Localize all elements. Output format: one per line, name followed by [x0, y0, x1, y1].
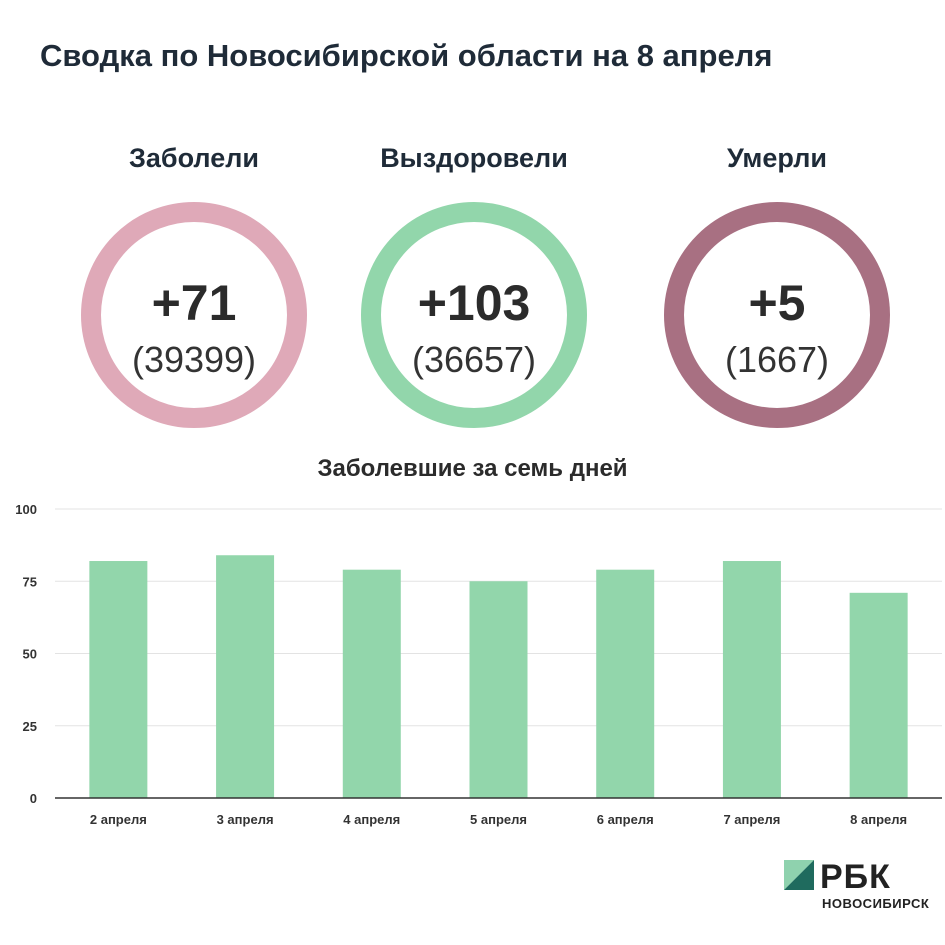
stat-deaths-total: (1667): [724, 339, 830, 380]
x-tick-label: 3 апреля: [217, 812, 274, 827]
stat-cases: Заболели +71 (39399): [59, 140, 329, 428]
stat-recovered-label: Выздоровели: [380, 143, 568, 173]
rbc-logo: РБК НОВОСИБИРСК: [784, 858, 944, 920]
stat-cases-ring: +71 (39399): [81, 202, 307, 428]
x-tick-label: 7 апреля: [723, 812, 780, 827]
y-tick-label: 75: [23, 574, 37, 589]
stat-deaths-delta: +5: [748, 275, 806, 331]
x-tick-label: 2 апреля: [90, 812, 147, 827]
page-title: Сводка по Новосибирской области на 8 апр…: [40, 38, 773, 73]
stat-cases-delta: +71: [151, 275, 237, 331]
x-tick-label: 4 апреля: [343, 812, 400, 827]
y-tick-label: 25: [23, 719, 37, 734]
bar: [849, 592, 908, 798]
bar: [722, 561, 781, 798]
y-tick-label: 50: [23, 647, 37, 662]
chart-title: Заболевшие за семь дней: [317, 455, 628, 482]
x-tick-label: 6 апреля: [597, 812, 654, 827]
bar: [596, 569, 655, 798]
rbc-logo-name: РБК: [820, 858, 891, 896]
stat-deaths-label: Умерли: [726, 143, 827, 173]
y-tick-label: 100: [15, 502, 37, 517]
stat-recovered-total: (36657): [411, 339, 537, 380]
stat-recovered: Выздоровели +103 (36657): [339, 140, 609, 428]
stat-recovered-delta: +103: [417, 275, 531, 331]
stat-deaths-ring: +5 (1667): [664, 202, 890, 428]
x-tick-label: 8 апреля: [850, 812, 907, 827]
stat-cases-total: (39399): [131, 339, 257, 380]
bar: [469, 581, 528, 798]
bar: [342, 569, 401, 798]
bar: [216, 555, 275, 798]
rbc-logo-mark: [784, 860, 814, 890]
stat-deaths: Умерли +5 (1667): [642, 140, 912, 428]
stat-recovered-ring: +103 (36657): [361, 202, 587, 428]
cases-bar-chart: 0 25 50 75 100 2 апреля 3 апреля 4 апреля 5 апре…: [15, 502, 942, 827]
stat-cases-label: Заболели: [129, 143, 259, 173]
y-tick-label: 0: [30, 791, 37, 806]
bar: [89, 561, 148, 798]
rbc-logo-city: НОВОСИБИРСК: [822, 896, 930, 911]
x-tick-label: 5 апреля: [470, 812, 527, 827]
